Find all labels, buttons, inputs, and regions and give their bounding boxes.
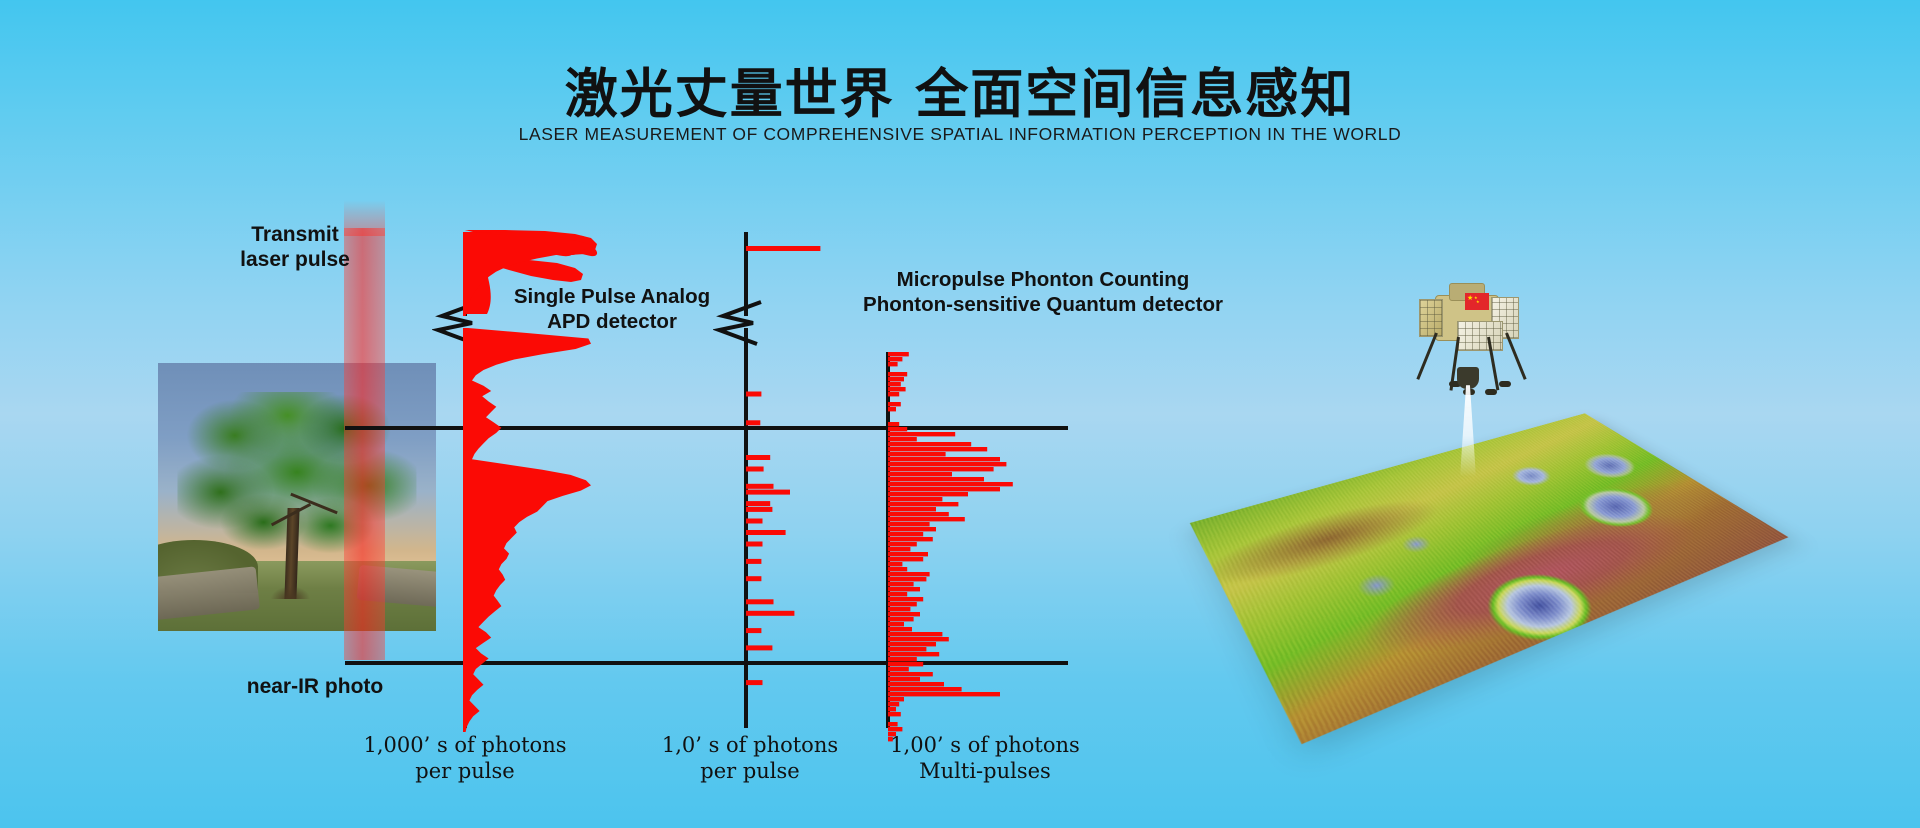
detector-b-label: Micropulse Phonton Counting Phonton-sens… bbox=[818, 268, 1268, 317]
lander-panel-grid bbox=[1458, 322, 1502, 350]
engine-plume bbox=[1460, 385, 1476, 477]
transmit-label: Transmit laser pulse bbox=[200, 222, 390, 272]
photon-counting-bars bbox=[888, 352, 1013, 742]
axis-label-2-line1: 1,00’ s of photons bbox=[890, 733, 1080, 757]
detector-a-line2: APD detector bbox=[547, 309, 677, 333]
axis-label-1-line1: 1,0’ s of photons bbox=[661, 733, 839, 757]
detector-a-label: Single Pulse Analog APD detector bbox=[462, 285, 762, 334]
axis-label-0-line2: per pulse bbox=[415, 759, 515, 784]
photo-caption: near-IR photo bbox=[246, 675, 384, 698]
micropulse-low-axis-break-icon bbox=[713, 300, 762, 346]
lunar-lander: ★ ★ ★ bbox=[1413, 281, 1527, 477]
laser-beam bbox=[344, 228, 385, 660]
micropulse-low-bars bbox=[746, 246, 821, 686]
lander-panel-front bbox=[1457, 321, 1503, 351]
lander-panel-left bbox=[1419, 299, 1443, 337]
detector-a-line1: Single Pulse Analog bbox=[513, 285, 711, 308]
apd-axis-break-icon bbox=[432, 300, 481, 346]
canopy-reference-line bbox=[345, 426, 1068, 430]
micropulse-low-axis bbox=[744, 328, 748, 728]
lander-foot bbox=[1499, 381, 1511, 387]
axis-label-2-line2: Multi-pulses bbox=[919, 759, 1051, 784]
lander-engine-nozzle bbox=[1457, 367, 1479, 389]
lander-leg bbox=[1416, 332, 1438, 380]
terrain-surface bbox=[1189, 413, 1789, 745]
lander-foot bbox=[1449, 381, 1461, 387]
axis-label-2: 1,00’ s of photons Multi-pulses bbox=[860, 732, 1110, 785]
flag-star: ★ bbox=[1467, 295, 1474, 302]
flag-star: ★ bbox=[1474, 295, 1478, 300]
terrain-texture bbox=[1189, 413, 1789, 745]
apd-waveform-fill bbox=[463, 232, 594, 732]
page-title: 激光丈量世界 全面空间信息感知 bbox=[564, 64, 1356, 125]
flag-star: ★ bbox=[1476, 299, 1480, 304]
axis-label-1: 1,0’ s of photons per pulse bbox=[625, 732, 875, 785]
apd-waveform-main bbox=[463, 232, 598, 314]
lander-leg bbox=[1505, 332, 1527, 380]
page-subtitle: LASER MEASUREMENT OF COMPREHENSIVE SPATI… bbox=[518, 124, 1402, 144]
lander-foot bbox=[1485, 389, 1497, 395]
ground-reference-line bbox=[345, 661, 1068, 665]
axis-label-1-line2: per pulse bbox=[700, 759, 800, 784]
axis-label-0-line1: 1,000’ s of photons bbox=[363, 733, 567, 757]
axis-label-0: 1,000’ s of photons per pulse bbox=[340, 732, 590, 785]
transmit-label-line2: laser pulse bbox=[240, 248, 350, 272]
transmit-label-line1: Transmit bbox=[251, 223, 339, 246]
lander-panel-grid bbox=[1420, 300, 1442, 336]
detector-b-line1: Micropulse Phonton Counting bbox=[896, 268, 1190, 291]
near-ir-photo bbox=[158, 363, 436, 631]
detector-b-line2: Phonton-sensitive Quantum detector bbox=[863, 292, 1223, 316]
china-flag-icon: ★ ★ ★ bbox=[1465, 293, 1489, 310]
micropulse-low-axis bbox=[744, 232, 748, 316]
terrain-visualization: ★ ★ ★ bbox=[1189, 275, 1789, 745]
